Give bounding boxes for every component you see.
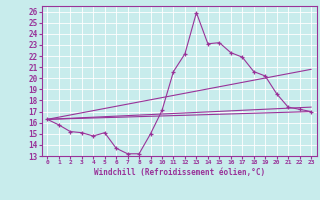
X-axis label: Windchill (Refroidissement éolien,°C): Windchill (Refroidissement éolien,°C)	[94, 168, 265, 177]
